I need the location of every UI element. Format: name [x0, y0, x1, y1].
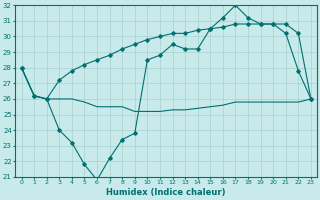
X-axis label: Humidex (Indice chaleur): Humidex (Indice chaleur) — [107, 188, 226, 197]
